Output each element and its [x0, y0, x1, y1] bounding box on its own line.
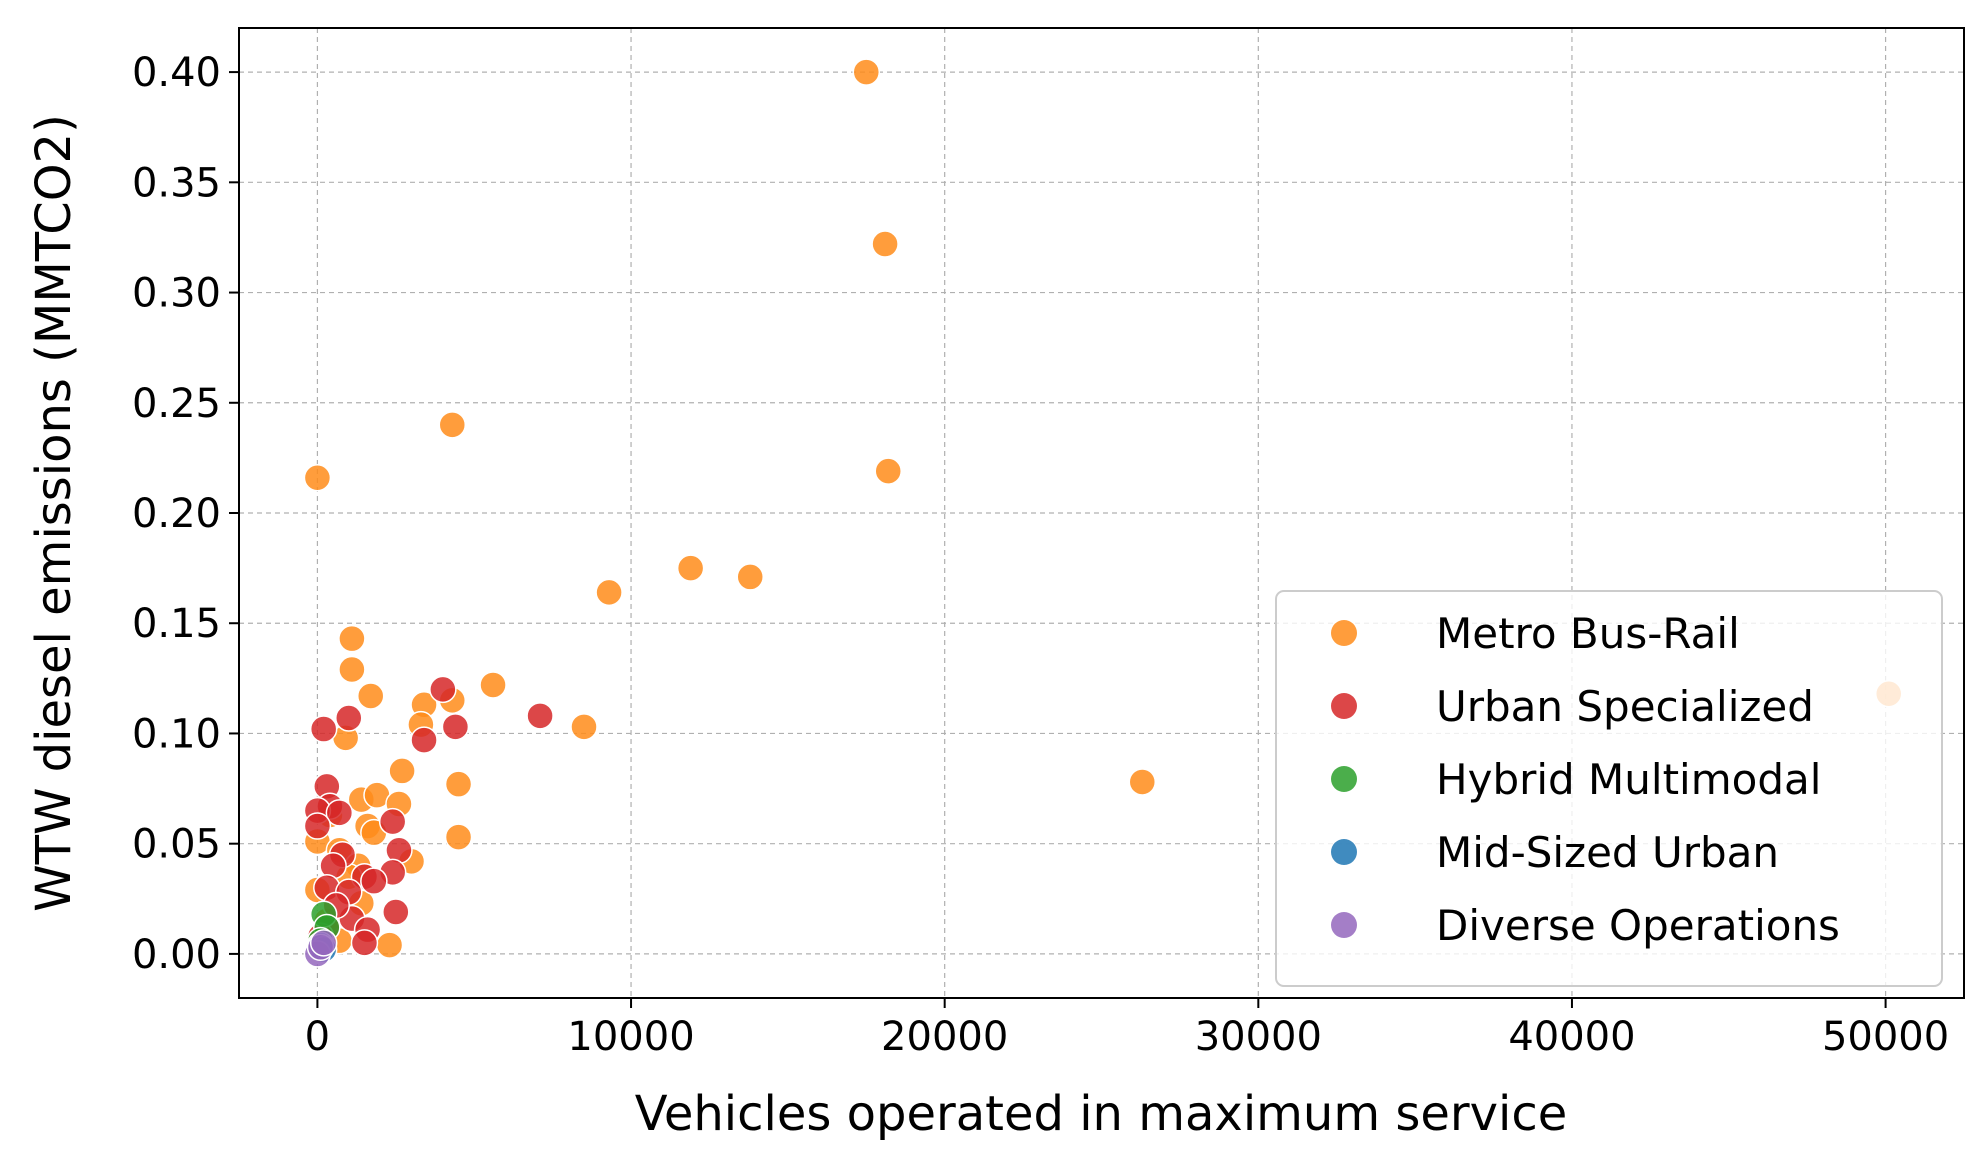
data-point — [388, 757, 416, 785]
data-point — [360, 867, 388, 895]
x-axis-label: Vehicles operated in maximum service — [635, 1086, 1568, 1142]
data-point — [871, 230, 899, 258]
y-tick-label: 0.40 — [132, 50, 221, 96]
data-point — [444, 823, 473, 851]
data-point — [438, 411, 467, 439]
data-point — [338, 624, 366, 653]
y-axis-ticks: 0.00 0.05 0.10 0.15 0.20 0.25 0.30 0.35 0.40 — [132, 50, 239, 978]
data-point — [303, 812, 332, 840]
y-tick-label: 0.15 — [132, 601, 221, 647]
y-tick-label: 0.05 — [132, 822, 221, 868]
data-point — [852, 58, 881, 86]
data-point — [375, 931, 404, 959]
y-axis-label: WTW diesel emissions (MMTCO2) — [26, 114, 82, 912]
x-tick-label: 40000 — [1508, 1014, 1635, 1060]
data-point — [736, 563, 764, 591]
data-point — [479, 671, 507, 699]
legend-marker — [1331, 693, 1357, 719]
data-point — [676, 554, 705, 582]
y-tick-label: 0.00 — [132, 932, 221, 978]
data-points — [303, 58, 1903, 968]
x-axis-ticks: 0 10000 20000 30000 40000 50000 — [305, 998, 1949, 1060]
data-point — [874, 457, 902, 485]
y-tick-label: 0.25 — [132, 381, 221, 427]
legend-marker — [1331, 912, 1357, 938]
data-point — [378, 807, 407, 836]
legend-label: Urban Specialized — [1436, 682, 1814, 731]
data-point — [444, 770, 473, 798]
y-tick-label: 0.30 — [132, 271, 221, 317]
legend: Metro Bus-Rail Urban Specialized Hybrid Mu… — [1275, 590, 1943, 987]
legend-marker — [1331, 839, 1357, 865]
data-point — [325, 799, 354, 827]
legend-marker — [1331, 766, 1357, 792]
legend-label: Metro Bus-Rail — [1436, 609, 1740, 658]
data-point — [338, 655, 366, 684]
legend-box — [1275, 590, 1943, 987]
data-point — [309, 929, 338, 957]
data-point — [309, 715, 338, 743]
x-tick-label: 20000 — [881, 1014, 1008, 1060]
y-tick-label: 0.20 — [132, 491, 221, 537]
legend-label: Mid-Sized Urban — [1436, 828, 1779, 877]
x-tick-label: 30000 — [1195, 1014, 1322, 1060]
data-point — [356, 682, 385, 710]
x-tick-label: 0 — [305, 1014, 330, 1060]
data-point — [526, 702, 554, 730]
y-tick-label: 0.35 — [132, 160, 221, 206]
data-point — [382, 898, 410, 926]
data-point — [350, 929, 379, 957]
data-point — [429, 675, 457, 704]
data-point — [303, 463, 332, 492]
legend-label: Diverse Operations — [1436, 901, 1840, 950]
x-tick-label: 50000 — [1822, 1014, 1949, 1060]
data-point — [595, 578, 623, 607]
data-point — [335, 704, 363, 732]
data-point — [410, 726, 438, 754]
data-point — [441, 713, 470, 741]
x-tick-label: 10000 — [567, 1014, 694, 1060]
legend-label: Hybrid Multimodal — [1436, 755, 1821, 804]
y-tick-label: 0.10 — [132, 711, 221, 757]
legend-marker — [1331, 620, 1357, 646]
data-point — [570, 713, 598, 741]
data-point — [1128, 768, 1157, 796]
